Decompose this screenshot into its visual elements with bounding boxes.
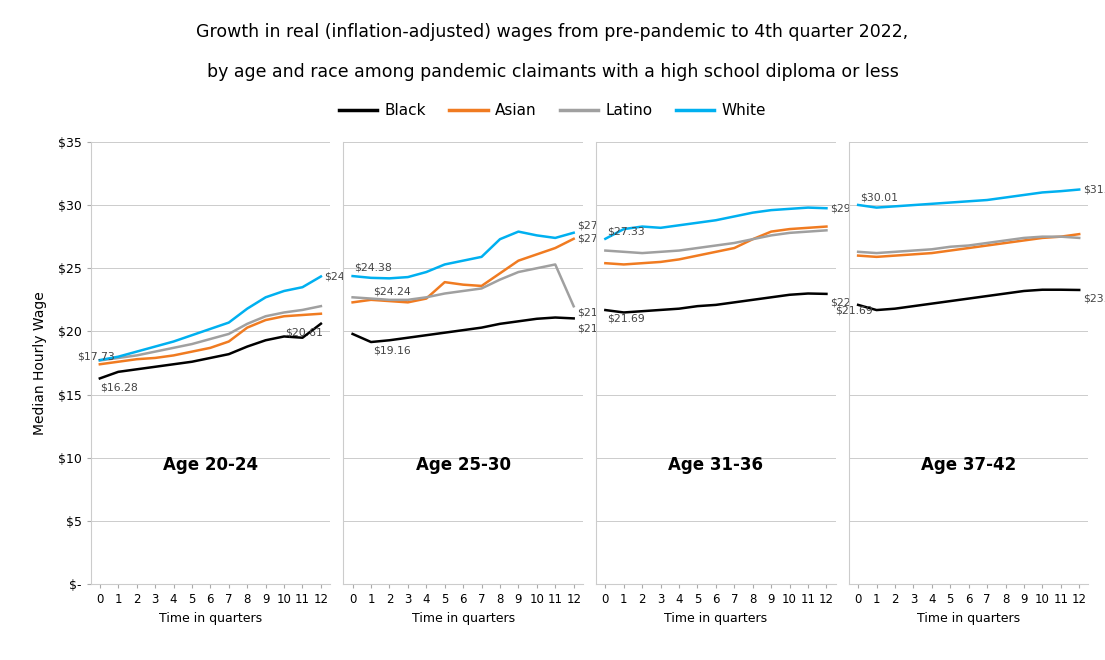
- X-axis label: Time in quarters: Time in quarters: [411, 612, 515, 624]
- Text: $27.33: $27.33: [608, 226, 645, 236]
- Text: $27.33: $27.33: [577, 234, 615, 244]
- Text: $27.81: $27.81: [577, 220, 615, 230]
- Text: $31.23: $31.23: [1083, 185, 1105, 195]
- Text: Age 20-24: Age 20-24: [162, 455, 257, 474]
- Text: $22.97: $22.97: [830, 298, 867, 308]
- Text: $24.35: $24.35: [325, 271, 362, 281]
- Y-axis label: Median Hourly Wage: Median Hourly Wage: [32, 291, 46, 435]
- X-axis label: Time in quarters: Time in quarters: [917, 612, 1020, 624]
- Text: $21.69: $21.69: [835, 305, 873, 315]
- Text: Age 31-36: Age 31-36: [669, 455, 764, 474]
- Text: $29.75: $29.75: [830, 203, 867, 213]
- Text: $24.38: $24.38: [355, 262, 392, 273]
- Text: Growth in real (inflation-adjusted) wages from pre-pandemic to 4th quarter 2022,: Growth in real (inflation-adjusted) wage…: [197, 23, 908, 41]
- Text: $19.16: $19.16: [372, 346, 411, 356]
- Text: Age 25-30: Age 25-30: [415, 455, 511, 474]
- X-axis label: Time in quarters: Time in quarters: [664, 612, 768, 624]
- Text: $17.73: $17.73: [77, 352, 115, 362]
- Text: $20.61: $20.61: [285, 327, 323, 337]
- Text: $21.03: $21.03: [577, 323, 615, 333]
- Text: $21.69: $21.69: [608, 314, 645, 324]
- Text: $21.99: $21.99: [577, 308, 615, 317]
- Text: $23.28: $23.28: [1083, 294, 1105, 304]
- Text: by age and race among pandemic claimants with a high school diploma or less: by age and race among pandemic claimants…: [207, 63, 898, 81]
- Text: $30.01: $30.01: [860, 193, 898, 203]
- Text: $24.24: $24.24: [372, 286, 411, 296]
- Legend: Black, Asian, Latino, White: Black, Asian, Latino, White: [333, 97, 772, 124]
- X-axis label: Time in quarters: Time in quarters: [159, 612, 262, 624]
- Text: $16.28: $16.28: [99, 382, 137, 392]
- Text: Age 37-42: Age 37-42: [922, 455, 1017, 474]
